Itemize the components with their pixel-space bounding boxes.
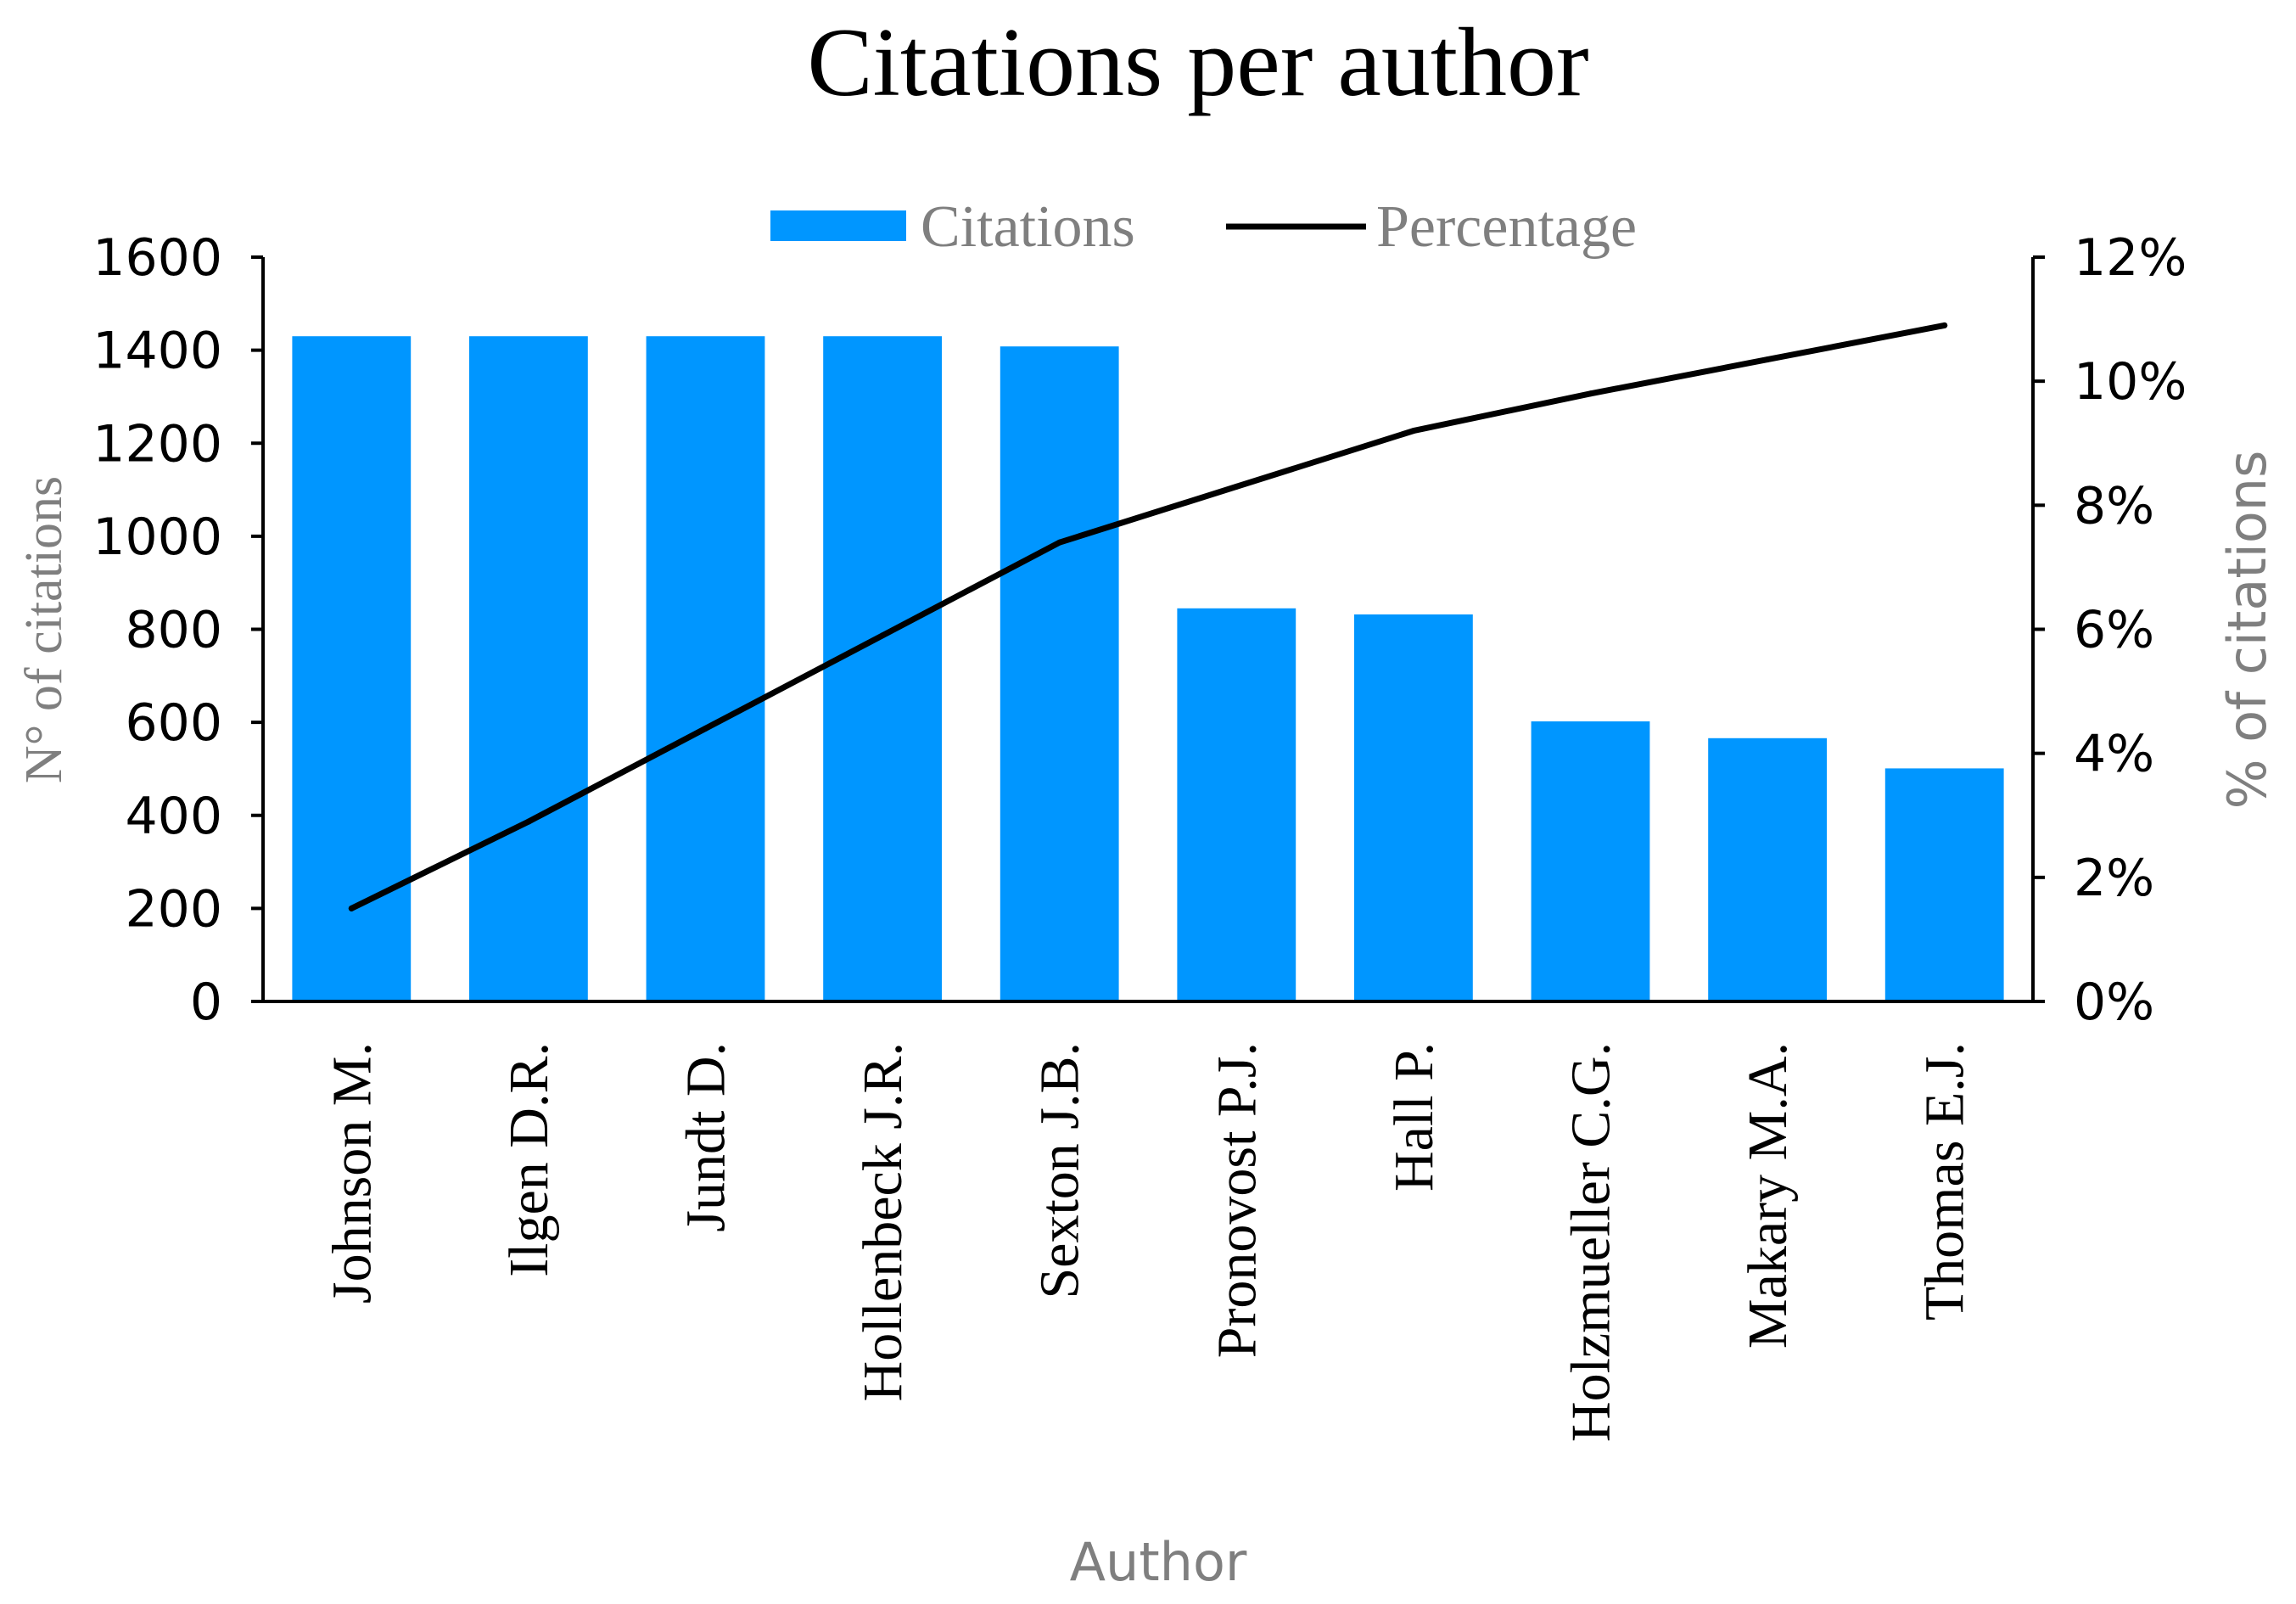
right-axis-title: % of citations bbox=[2216, 451, 2278, 810]
category-label: Makary M.A. bbox=[1737, 1042, 1799, 1349]
legend-citations-label: Citations bbox=[921, 194, 1135, 260]
right-tick-label: 4% bbox=[2074, 725, 2154, 784]
legend-citations-swatch bbox=[770, 210, 906, 241]
category-label: Hollenbeck J.R. bbox=[852, 1042, 914, 1401]
right-tick-label: 2% bbox=[2074, 849, 2154, 908]
right-tick-label: 10% bbox=[2074, 352, 2187, 412]
category-labels: Johnson M. Ilgen D.R. Jundt D. Hollenbeck J… bbox=[321, 1042, 1975, 1442]
bar-3 bbox=[646, 336, 765, 1001]
left-tick-label: 0 bbox=[190, 973, 222, 1032]
bar-7 bbox=[1354, 614, 1473, 1001]
percentage-point-5 bbox=[1056, 539, 1063, 546]
bar-4 bbox=[823, 336, 942, 1001]
category-label: Johnson M. bbox=[321, 1042, 383, 1304]
bars-layer bbox=[292, 336, 2004, 1001]
bar-6 bbox=[1177, 608, 1296, 1001]
left-axis-title: N° of citations bbox=[15, 476, 73, 783]
chart-title: Citations per author bbox=[807, 8, 1588, 117]
right-tick-label: 0% bbox=[2074, 973, 2154, 1032]
bar-2 bbox=[469, 336, 588, 1001]
percentage-point-8 bbox=[1588, 390, 1593, 397]
percentage-point-6 bbox=[1233, 483, 1240, 490]
bar-1 bbox=[292, 336, 412, 1001]
category-label: Pronovost P.J. bbox=[1206, 1042, 1268, 1358]
category-label: Thomas E.J. bbox=[1914, 1042, 1976, 1321]
percentage-point-7 bbox=[1410, 428, 1417, 435]
left-tick-label: 1400 bbox=[92, 322, 222, 381]
percentage-line bbox=[348, 322, 1948, 911]
right-tick-label: 8% bbox=[2074, 476, 2154, 536]
legend-percentage-label: Percentage bbox=[1376, 194, 1637, 260]
percentage-point-1 bbox=[348, 905, 355, 911]
left-axis-ticks: 0 200 400 600 800 1000 1200 1400 1600 bbox=[92, 228, 263, 1032]
right-tick-label: 12% bbox=[2074, 228, 2187, 288]
left-tick-label: 1600 bbox=[92, 228, 222, 288]
percentage-point-2 bbox=[525, 818, 532, 825]
bar-9 bbox=[1708, 738, 1827, 1001]
percentage-point-3 bbox=[703, 725, 708, 732]
left-tick-label: 1200 bbox=[92, 414, 222, 474]
legend: Citations Percentage bbox=[770, 194, 1637, 260]
bar-5 bbox=[1000, 346, 1119, 1001]
bar-8 bbox=[1531, 721, 1650, 1001]
category-label: Sexton J.B. bbox=[1029, 1042, 1091, 1299]
left-tick-label: 600 bbox=[125, 693, 222, 753]
percentage-point-9 bbox=[1764, 356, 1771, 363]
left-tick-label: 800 bbox=[125, 601, 222, 660]
left-tick-label: 1000 bbox=[92, 508, 222, 567]
left-tick-label: 200 bbox=[125, 879, 222, 939]
left-tick-label: 400 bbox=[125, 787, 222, 846]
category-label: Hall P. bbox=[1383, 1042, 1445, 1192]
category-label: Ilgen D.R. bbox=[498, 1042, 560, 1277]
x-axis-title: Author bbox=[1070, 1531, 1247, 1593]
category-label: Jundt D. bbox=[675, 1042, 737, 1232]
percentage-point-10 bbox=[1941, 322, 1948, 328]
right-axis-ticks: 0% 2% 4% 6% 8% 10% 12% bbox=[2033, 228, 2187, 1032]
category-label: Holzmueller C.G. bbox=[1560, 1042, 1622, 1442]
right-tick-label: 6% bbox=[2074, 601, 2154, 660]
percentage-line-layer bbox=[348, 322, 1948, 911]
percentage-point-4 bbox=[879, 632, 886, 639]
bar-10 bbox=[1884, 768, 2004, 1001]
